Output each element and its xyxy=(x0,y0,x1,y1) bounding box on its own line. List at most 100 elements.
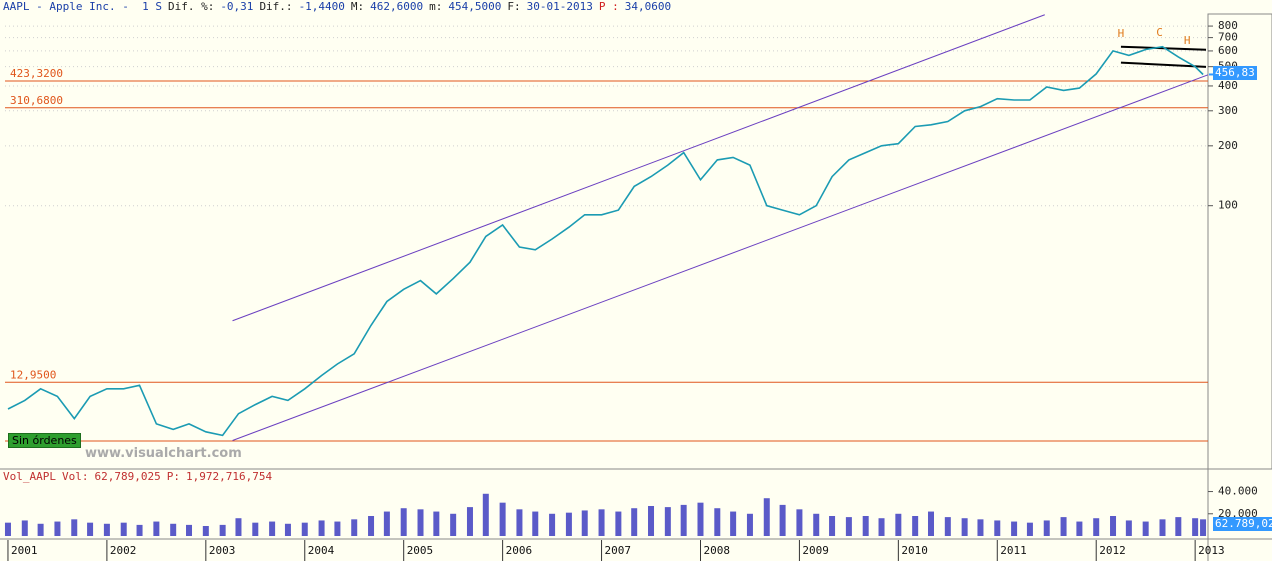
volume-bar xyxy=(1011,521,1018,536)
volume-bar xyxy=(961,518,968,536)
y-tick-label: 700 xyxy=(1218,31,1238,44)
volume-bar xyxy=(87,522,94,536)
volume-bar xyxy=(219,524,226,536)
trendline xyxy=(1120,61,1207,68)
volume-bar xyxy=(202,526,209,536)
x-tick-label: 2007 xyxy=(605,544,632,557)
watermark: www.visualchart.com xyxy=(85,446,242,461)
volume-bar xyxy=(417,509,424,536)
volume-header: Vol_AAPL Vol: 62,789,025 P: 1,972,716,754 xyxy=(3,470,278,483)
volume-bar xyxy=(1043,520,1050,536)
header-item: F: xyxy=(507,0,521,13)
volume-bar xyxy=(631,508,638,536)
volume-bar xyxy=(318,520,325,536)
volume-bar xyxy=(71,519,78,536)
header-item: 1,972,716,754 xyxy=(185,470,273,483)
volume-bar xyxy=(269,521,276,536)
volume-bar xyxy=(944,517,951,536)
date-axis-bg xyxy=(0,540,1272,561)
volume-bar xyxy=(433,511,440,536)
header-item: 62,789,025 xyxy=(94,470,161,483)
volume-bar xyxy=(549,513,556,536)
volume-bar xyxy=(664,507,671,536)
volume-bar xyxy=(252,522,259,536)
volume-bar xyxy=(697,502,704,536)
volume-bar xyxy=(829,516,836,536)
volume-bar xyxy=(37,523,44,536)
x-tick-label: 2012 xyxy=(1099,544,1126,557)
volume-bar xyxy=(746,513,753,536)
volume-bar xyxy=(1142,521,1149,536)
volume-bar xyxy=(730,511,737,536)
volume-bar xyxy=(895,513,902,536)
level-label: 423,3200 xyxy=(10,67,63,80)
volume-bar xyxy=(235,518,242,536)
volume-bar xyxy=(170,523,177,536)
y-tick-label: 300 xyxy=(1218,104,1238,117)
level-label: 310,6800 xyxy=(10,94,63,107)
header-item: -0,31 xyxy=(220,0,254,13)
volume-bar xyxy=(912,516,919,536)
header-item: P : xyxy=(598,0,619,13)
volume-bar xyxy=(1026,522,1033,536)
last-volume-tag: 62.789,02 xyxy=(1213,517,1272,531)
x-tick-label: 2008 xyxy=(703,544,730,557)
x-tick-label: 2011 xyxy=(1000,544,1026,557)
header-item: 34,0600 xyxy=(624,0,672,13)
status-badge: Sin órdenes xyxy=(8,433,81,448)
y-tick-label: 800 xyxy=(1218,19,1238,32)
volume-bar xyxy=(862,516,869,536)
volume-bar xyxy=(482,493,489,536)
volume-bar xyxy=(532,511,539,536)
volume-bar xyxy=(4,522,11,536)
volume-bar xyxy=(581,510,588,536)
volume-bar xyxy=(153,521,160,536)
volume-bar xyxy=(878,518,885,536)
volume-bar xyxy=(813,513,820,536)
volume-bar xyxy=(120,522,127,536)
volume-bar xyxy=(1125,520,1132,536)
last-price-tag: 456,83 xyxy=(1213,66,1257,80)
y-tick-label: 40.000 xyxy=(1218,485,1258,498)
trendline xyxy=(232,74,1209,441)
annotation: H xyxy=(1184,34,1191,47)
volume-bar xyxy=(516,509,523,536)
header-item: M: xyxy=(350,0,365,13)
volume-bar xyxy=(103,523,110,536)
volume-bar xyxy=(301,522,308,536)
volume-bar xyxy=(1110,516,1117,536)
volume-bar xyxy=(1076,521,1083,536)
volume-bar xyxy=(1159,519,1166,536)
volume-bar xyxy=(1060,517,1067,536)
price-header: AAPL - Apple Inc. - 1 S Dif. %: -0,31 Dif.:… xyxy=(3,0,677,13)
x-tick-label: 2010 xyxy=(901,544,928,557)
y-tick-label: 100 xyxy=(1218,199,1238,212)
right-axis-bg xyxy=(1207,13,1272,470)
volume-bar xyxy=(466,507,473,536)
volume-bar xyxy=(615,511,622,536)
y-tick-label: 200 xyxy=(1218,139,1238,152)
volume-bar xyxy=(680,504,687,536)
x-tick-label: 2006 xyxy=(506,544,533,557)
volume-bar xyxy=(499,502,506,536)
header-item: AAPL - Apple Inc. - 1 S xyxy=(3,0,162,13)
volume-bar xyxy=(334,521,341,536)
level-label: 12,9500 xyxy=(10,368,56,381)
volume-bar xyxy=(714,508,721,536)
volume-bar xyxy=(779,504,786,536)
header-item: m: xyxy=(429,0,443,13)
x-tick-label: 2001 xyxy=(11,544,37,557)
volume-bar xyxy=(21,520,28,536)
volume-bar xyxy=(763,498,770,536)
price-line xyxy=(7,45,1204,437)
volume-bar xyxy=(1200,519,1207,536)
volume-bar xyxy=(977,519,984,536)
volume-bar xyxy=(927,511,934,536)
header-item: 30-01-2013 xyxy=(526,0,593,13)
y-tick-label: 400 xyxy=(1218,79,1238,92)
volume-bar xyxy=(1093,518,1100,536)
header-item: Dif. %: xyxy=(167,0,215,13)
volume-bar xyxy=(368,516,375,536)
